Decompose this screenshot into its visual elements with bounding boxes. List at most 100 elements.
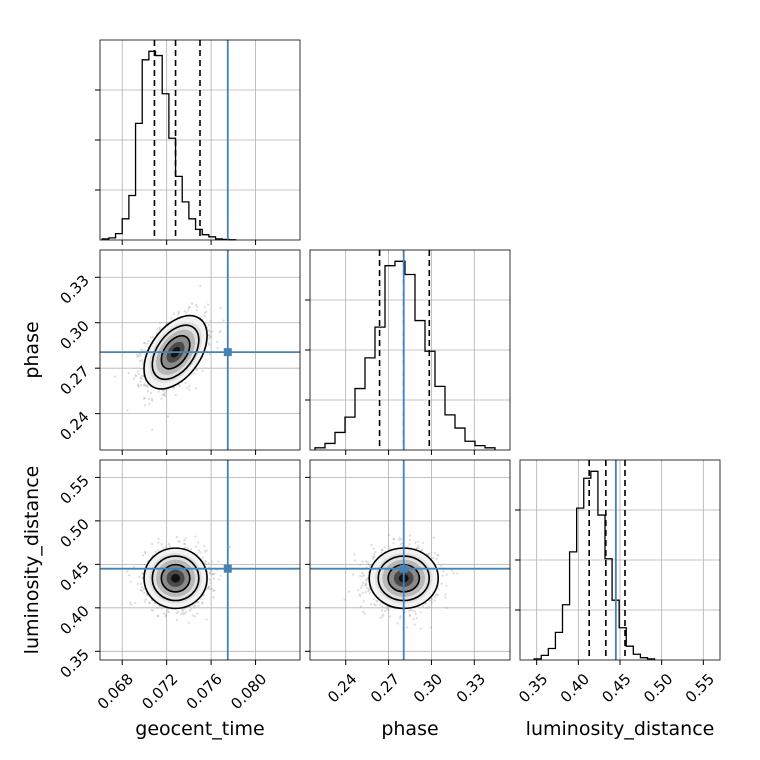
sample-point — [222, 319, 225, 322]
sample-point — [387, 609, 390, 612]
sample-point — [134, 374, 137, 377]
sample-point — [165, 389, 168, 392]
sample-point — [162, 612, 165, 615]
sample-point — [372, 555, 375, 558]
x-tick-label: 0.072 — [138, 670, 181, 713]
density-layer — [100, 460, 300, 660]
sample-point — [197, 541, 200, 544]
sample-point — [178, 385, 181, 388]
sample-point — [149, 336, 152, 339]
x-tick-label: 0.24 — [324, 670, 360, 706]
sample-point — [200, 598, 203, 601]
sample-point — [183, 608, 186, 611]
sample-point — [371, 557, 375, 560]
sample-point — [150, 542, 154, 546]
sample-point — [163, 393, 166, 396]
x-tick-label: 0.076 — [183, 670, 226, 713]
sample-point — [365, 560, 368, 563]
sample-point — [178, 540, 182, 543]
sample-point — [175, 535, 179, 539]
panel-frame — [99, 249, 301, 451]
sample-point — [159, 606, 162, 609]
axis-labels: geocent_time phase luminosity_distance p… — [21, 321, 714, 740]
sample-point — [216, 346, 219, 350]
sample-point — [190, 302, 193, 305]
sample-point — [193, 604, 196, 607]
density-panel-geocent-time-phase: 0.24 0.27 0.30 0.33 — [56, 249, 301, 455]
sample-point — [388, 606, 391, 609]
sample-point — [194, 545, 198, 548]
sample-point — [197, 605, 200, 608]
sample-point — [136, 355, 139, 359]
sample-point — [208, 343, 211, 346]
sample-point — [126, 409, 129, 412]
sample-point — [211, 330, 214, 333]
sample-point — [141, 572, 144, 575]
sample-point — [165, 322, 168, 325]
sample-point — [368, 588, 371, 592]
sample-point — [204, 550, 207, 553]
sample-point — [207, 587, 210, 590]
sample-point — [213, 589, 216, 592]
sample-point — [433, 551, 437, 554]
y-tick-label: 0.40 — [56, 602, 92, 638]
sample-point — [364, 591, 367, 594]
sample-point — [417, 544, 420, 547]
sample-point — [150, 397, 154, 400]
x-tick-label: 0.55 — [682, 670, 718, 706]
sample-point — [430, 601, 434, 604]
sample-point — [195, 369, 199, 372]
sample-point — [150, 391, 153, 394]
sample-point — [359, 605, 362, 608]
sample-point — [158, 327, 162, 331]
sample-point — [362, 610, 365, 613]
sample-point — [203, 544, 206, 548]
sample-point — [166, 415, 170, 418]
sample-point — [147, 397, 151, 401]
contour-line — [143, 314, 208, 390]
sample-point — [434, 593, 437, 597]
sample-point — [201, 556, 205, 559]
histogram-step — [101, 50, 237, 241]
contour-line — [151, 555, 200, 602]
histogram-step — [533, 470, 656, 660]
xlabel-geocent-time: geocent_time — [135, 718, 264, 740]
x-tick-label: 0.27 — [367, 670, 403, 706]
sample-point — [217, 578, 220, 581]
sample-point — [199, 551, 202, 554]
sample-point — [209, 581, 212, 585]
sample-point — [361, 575, 364, 578]
hist-panel-phase — [305, 249, 511, 455]
sample-point — [437, 588, 440, 591]
sample-point — [137, 354, 140, 357]
sample-point — [196, 305, 199, 308]
sample-point — [208, 333, 211, 337]
sample-point — [176, 313, 180, 317]
sample-point — [183, 546, 186, 549]
sample-point — [130, 603, 133, 606]
sample-point — [207, 334, 211, 337]
sample-point — [143, 396, 146, 400]
sample-point — [210, 560, 214, 563]
sample-point — [177, 310, 180, 313]
density-panel-phase-luminosity-distance: 0.24 0.27 0.30 0.33 — [305, 459, 511, 706]
sample-point — [142, 587, 146, 590]
sample-point — [146, 384, 149, 387]
sample-point — [383, 546, 386, 549]
sample-point — [435, 557, 438, 561]
sample-point — [206, 303, 210, 306]
sample-point — [156, 614, 159, 617]
sample-point — [136, 370, 139, 373]
truth-marker — [399, 564, 408, 573]
sample-point — [143, 383, 146, 386]
sample-point — [164, 615, 167, 618]
sample-point — [181, 608, 184, 611]
sample-point — [368, 587, 371, 590]
sample-point — [217, 560, 220, 563]
sample-point — [203, 305, 206, 308]
sample-point — [425, 606, 428, 609]
sample-point — [411, 609, 414, 612]
sample-point — [187, 306, 191, 309]
sample-point — [162, 393, 165, 396]
sample-point — [128, 574, 131, 577]
